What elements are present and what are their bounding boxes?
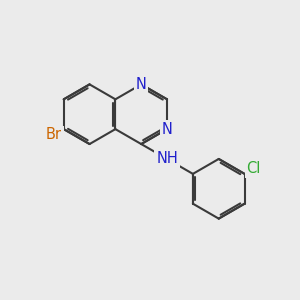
Text: Br: Br [46, 127, 62, 142]
Text: Cl: Cl [246, 161, 261, 176]
Text: N: N [136, 77, 147, 92]
Text: NH: NH [156, 152, 178, 166]
Text: N: N [162, 122, 172, 136]
